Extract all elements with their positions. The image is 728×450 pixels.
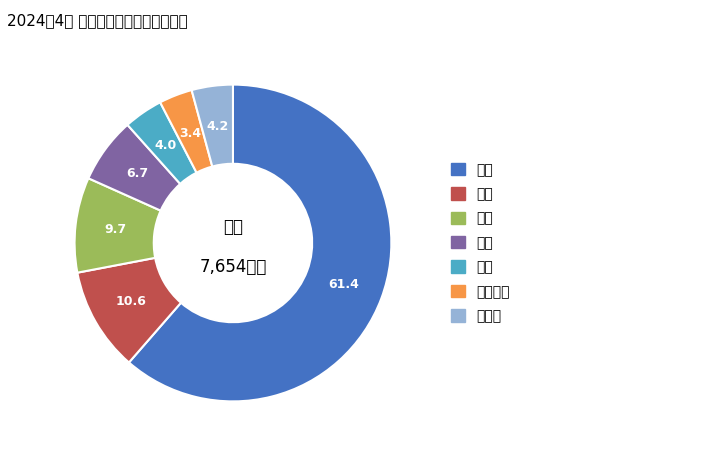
Wedge shape [74,178,161,273]
Text: 10.6: 10.6 [115,295,146,308]
Text: 総額: 総額 [223,218,243,236]
Text: 6.7: 6.7 [127,167,149,180]
Text: 4.2: 4.2 [206,120,229,132]
Text: 4.0: 4.0 [155,140,177,152]
Wedge shape [127,102,197,184]
Wedge shape [88,125,181,211]
Text: 3.4: 3.4 [179,126,201,140]
Wedge shape [129,85,392,401]
Text: 7,654万円: 7,654万円 [199,258,266,276]
Wedge shape [77,258,181,362]
Legend: 中国, 米国, 台湾, タイ, 英国, イタリア, その他: 中国, 米国, 台湾, タイ, 英国, イタリア, その他 [446,157,515,329]
Text: 2024年4月 輸入相手国のシェア（％）: 2024年4月 輸入相手国のシェア（％） [7,14,188,28]
Text: 61.4: 61.4 [328,278,359,291]
Wedge shape [160,90,213,173]
Text: 9.7: 9.7 [105,223,127,236]
Wedge shape [191,85,233,166]
